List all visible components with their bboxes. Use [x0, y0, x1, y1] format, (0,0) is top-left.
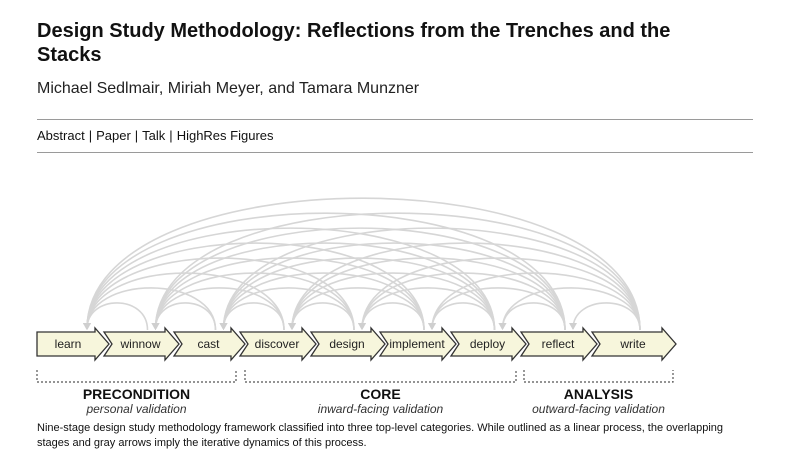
stage-discover: discover — [238, 326, 317, 362]
iteration-arc — [498, 287, 641, 331]
iteration-arc — [151, 302, 217, 331]
iteration-arc — [428, 287, 566, 331]
category-bracket — [523, 370, 674, 383]
stage-label: learn — [55, 337, 82, 351]
stage-learn: learn — [36, 326, 110, 362]
stage-arrow-shape — [378, 326, 457, 362]
iteration-arc — [219, 287, 355, 331]
highres-figures-link[interactable]: HighRes Figures — [176, 128, 274, 143]
iteration-arc — [219, 242, 566, 331]
category-name: ANALYSIS — [564, 386, 634, 402]
stage-design: design — [309, 326, 386, 362]
stage-arrow-shape — [36, 326, 110, 362]
authors-line: Michael Sedlmair, Miriah Meyer, and Tama… — [37, 80, 420, 97]
iteration-arc — [219, 302, 285, 331]
stage-label: deploy — [470, 337, 505, 351]
category-name: CORE — [360, 386, 400, 402]
page-title: Design Study Methodology: Reflections fr… — [37, 20, 671, 66]
stage-label: design — [329, 337, 364, 351]
category-subtitle: outward-facing validation — [532, 402, 665, 416]
paper-link[interactable]: Paper — [96, 128, 131, 143]
figure-caption: Nine-stage design study methodology fram… — [37, 422, 724, 449]
stage-label: reflect — [542, 337, 575, 351]
iteration-arc — [219, 227, 641, 331]
nav-separator: | — [88, 128, 93, 143]
iteration-arc — [83, 227, 496, 331]
talk-link[interactable]: Talk — [142, 128, 166, 143]
bottom-divider — [37, 152, 753, 153]
stage-arrow-shape — [519, 326, 598, 362]
iteration-arc — [428, 302, 496, 331]
stage-arrow-shape — [172, 326, 246, 362]
stage-label: implement — [389, 337, 445, 351]
iteration-arc — [83, 272, 285, 331]
stage-arrow-shape — [309, 326, 386, 362]
stage-arrows: learn winnow cast discover design implement de… — [36, 326, 677, 362]
iteration-arc — [219, 257, 496, 331]
stage-arrow-shape — [590, 326, 677, 362]
iteration-arc — [358, 257, 641, 331]
stage-winnow: winnow — [102, 326, 180, 362]
stage-arrow-shape — [238, 326, 317, 362]
iteration-arc — [151, 257, 425, 331]
stage-cast: cast — [172, 326, 246, 362]
iteration-arc — [83, 197, 641, 331]
iteration-arc — [498, 302, 566, 331]
iteration-arc — [219, 272, 425, 331]
iteration-arc — [151, 242, 496, 331]
iteration-arc — [151, 212, 641, 331]
nav-separator: | — [134, 128, 139, 143]
nav-links: Abstract | Paper | Talk | HighRes Figures — [37, 128, 274, 143]
stage-label: cast — [197, 337, 220, 351]
iteration-arc — [288, 257, 566, 331]
iteration-arc — [288, 242, 641, 331]
iteration-arc — [569, 302, 641, 331]
iteration-arcs — [83, 197, 641, 331]
stage-label: winnow — [119, 337, 160, 351]
nav-separator: | — [169, 128, 173, 143]
stage-implement: implement — [378, 326, 457, 362]
methodology-diagram: learn winnow cast discover design implement de… — [36, 197, 677, 416]
iteration-arc — [151, 227, 566, 331]
stage-write: write — [590, 326, 677, 362]
iteration-arc — [358, 302, 425, 331]
iteration-arc — [358, 272, 566, 331]
category-name: PRECONDITION — [83, 386, 190, 402]
category-subtitle: inward-facing validation — [318, 402, 444, 416]
category-subtitle: personal validation — [85, 402, 186, 416]
stage-reflect: reflect — [519, 326, 598, 362]
iteration-arc — [151, 287, 285, 331]
iteration-arc — [288, 302, 355, 331]
iteration-arc — [83, 287, 217, 331]
top-divider — [37, 119, 753, 120]
iteration-arc — [151, 272, 355, 331]
iteration-arc — [83, 242, 425, 331]
iteration-arc — [83, 257, 355, 331]
stage-arrow-shape — [449, 326, 527, 362]
iteration-arc — [83, 302, 149, 331]
category-bracket — [244, 370, 517, 383]
methodology-figure: learn winnow cast discover design implement de… — [0, 170, 800, 420]
iteration-arc — [288, 272, 496, 331]
abstract-link[interactable]: Abstract — [37, 128, 85, 143]
stage-deploy: deploy — [449, 326, 527, 362]
iteration-arc — [358, 287, 496, 331]
stage-arrow-shape — [102, 326, 180, 362]
stage-label: write — [619, 337, 646, 351]
iteration-arc — [428, 272, 641, 331]
stage-label: discover — [255, 337, 300, 351]
iteration-arc — [288, 287, 425, 331]
category-bracket — [36, 370, 237, 383]
